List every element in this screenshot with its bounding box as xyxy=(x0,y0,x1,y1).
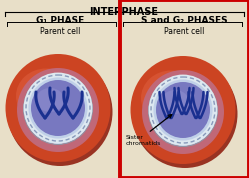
Ellipse shape xyxy=(156,82,210,138)
Ellipse shape xyxy=(7,58,113,166)
Ellipse shape xyxy=(17,68,99,152)
Text: Parent cell: Parent cell xyxy=(40,27,80,36)
Ellipse shape xyxy=(36,88,64,112)
Text: Sister
chromatids: Sister chromatids xyxy=(125,135,161,146)
Ellipse shape xyxy=(132,60,238,168)
Ellipse shape xyxy=(141,70,201,125)
Ellipse shape xyxy=(24,74,92,144)
Ellipse shape xyxy=(130,56,236,164)
Ellipse shape xyxy=(5,54,111,162)
Ellipse shape xyxy=(142,70,224,154)
Text: Parent cell: Parent cell xyxy=(164,27,204,36)
Ellipse shape xyxy=(161,90,189,114)
Bar xyxy=(120,0,249,178)
Text: S and G₂ PHASES: S and G₂ PHASES xyxy=(141,16,227,25)
Text: G₁ PHASE: G₁ PHASE xyxy=(36,16,84,25)
Ellipse shape xyxy=(149,76,217,146)
Text: INTERPHASE: INTERPHASE xyxy=(89,7,159,17)
Ellipse shape xyxy=(16,69,76,124)
Ellipse shape xyxy=(31,80,85,136)
